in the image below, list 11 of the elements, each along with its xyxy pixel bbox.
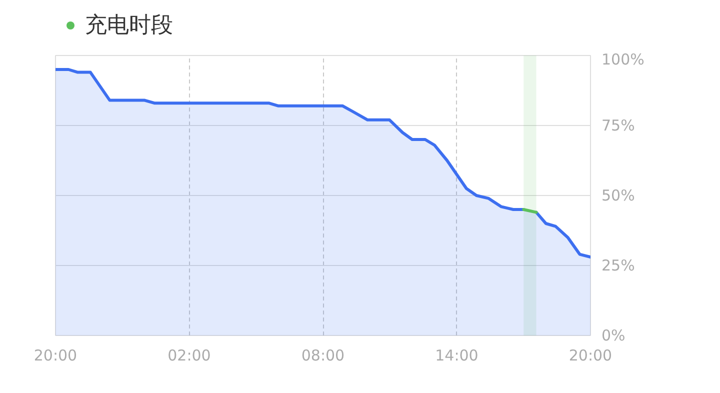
y-tick-label: 100% [602, 50, 644, 68]
y-tick-label: 75% [602, 116, 635, 134]
y-tick-label: 0% [602, 326, 626, 344]
x-tick-label: 14:00 [435, 346, 478, 364]
y-tick-label: 50% [602, 186, 635, 204]
x-tick-label: 20:00 [34, 346, 78, 364]
legend-label: 充电时段 [85, 12, 173, 40]
y-tick-label: 25% [602, 256, 635, 274]
x-tick-label: 02:00 [168, 346, 211, 364]
x-tick-label: 08:00 [301, 346, 345, 364]
x-tick-label: 20:00 [568, 346, 612, 364]
